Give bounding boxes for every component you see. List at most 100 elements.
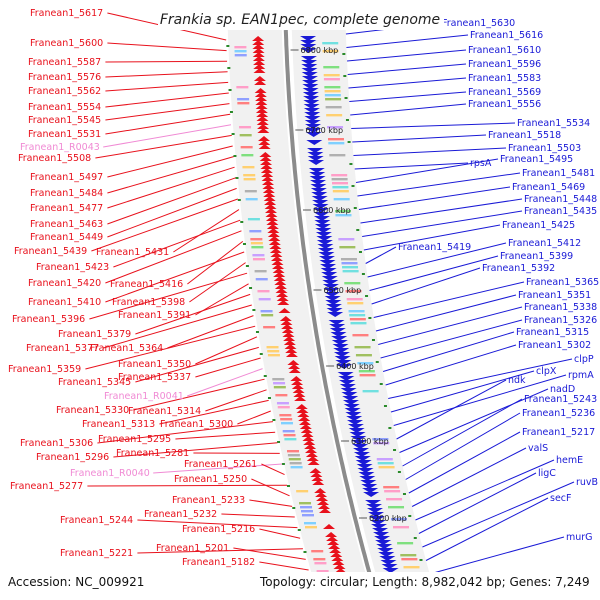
minor-tick [342, 53, 346, 55]
forward-category-bar [305, 526, 318, 529]
left-gene-label: Franean1_5244 [60, 515, 133, 526]
forward-gene-mark [288, 364, 301, 369]
reverse-category-bar [349, 318, 366, 321]
reverse-gene-mark [344, 408, 361, 413]
right-gene-label: Franean1_5243 [524, 394, 597, 405]
forward-category-bar [247, 218, 260, 221]
minor-tick [393, 449, 397, 451]
forward-category-bar [234, 54, 247, 57]
left-gene-label: Franean1_5484 [30, 188, 103, 199]
reverse-gene-mark [305, 128, 322, 133]
left-gene-label: Franean1_R0040 [70, 468, 150, 479]
forward-gene-mark [307, 460, 320, 465]
reverse-category-bar [323, 74, 340, 77]
right-label-connector [415, 459, 555, 521]
genome-backbone [283, 29, 379, 600]
right-gene-label: nadD [550, 384, 575, 395]
forward-category-bar [288, 458, 301, 461]
reverse-gene-mark [318, 256, 335, 261]
right-gene-label: rpmA [568, 370, 594, 381]
forward-gene-mark [332, 560, 345, 565]
left-gene-label: Franean1_5300 [160, 419, 233, 430]
reverse-gene-mark [325, 304, 342, 309]
reverse-category-bar [346, 298, 363, 301]
reverse-gene-mark [310, 184, 327, 189]
forward-gene-mark [309, 468, 322, 473]
reverse-gene-mark [365, 500, 382, 505]
left-gene-label: Franean1_5314 [128, 406, 201, 417]
reverse-gene-mark [366, 504, 383, 509]
forward-gene-mark [293, 392, 306, 397]
minor-tick [237, 199, 241, 201]
forward-gene-mark [256, 116, 269, 121]
forward-gene-mark [299, 424, 312, 429]
reverse-gene-mark [369, 520, 386, 525]
reverse-gene-mark [330, 332, 347, 337]
reverse-gene-mark [379, 556, 396, 561]
reverse-gene-mark [368, 516, 385, 521]
minor-tick [255, 331, 259, 333]
left-gene-label: Franean1_5431 [96, 247, 169, 258]
reverse-gene-mark [341, 392, 358, 397]
forward-gene-mark [257, 124, 270, 129]
left-gene-label: Franean1_5377 [26, 343, 99, 354]
reverse-category-bar [400, 554, 417, 557]
reverse-gene-mark [375, 540, 392, 545]
minor-tick [267, 397, 271, 399]
right-label-connector [411, 447, 527, 507]
forward-gene-mark [296, 408, 309, 413]
forward-category-bar [267, 350, 280, 353]
forward-category-bar [250, 238, 263, 241]
minor-tick [228, 89, 232, 91]
minor-tick [349, 163, 353, 165]
reverse-gene-mark [331, 340, 348, 345]
forward-gene-mark [270, 252, 283, 257]
forward-gene-mark [288, 368, 301, 373]
minor-tick [379, 383, 383, 385]
left-label-connector [113, 442, 278, 458]
forward-category-bar [252, 258, 265, 261]
reverse-gene-mark [312, 204, 329, 209]
kbp-label: 6800 kbp [301, 46, 339, 55]
right-label-connector [348, 77, 467, 89]
reverse-gene-mark [337, 372, 354, 377]
forward-gene-mark [318, 504, 331, 509]
forward-gene-mark [257, 128, 270, 133]
forward-gene-mark [275, 288, 288, 293]
forward-category-bar [254, 270, 267, 273]
forward-category-bar [243, 174, 256, 177]
right-label-connector [347, 49, 467, 62]
forward-category-bar [301, 514, 314, 517]
left-label-connector [85, 325, 256, 370]
right-label-connector [385, 344, 517, 386]
left-label-connector [91, 198, 238, 252]
left-gene-labels: Franean1_5617 Franean1_5600 Franean1_5587 F… [8, 8, 257, 597]
right-label-connector [357, 172, 521, 197]
left-label-connector [103, 124, 232, 148]
right-gene-label: Franean1_5596 [468, 59, 541, 70]
reverse-category-bar [324, 94, 341, 97]
right-label-connector [369, 255, 499, 291]
reverse-gene-mark [353, 448, 369, 453]
forward-gene-mark [301, 432, 314, 437]
reverse-category-bar [390, 518, 407, 521]
reverse-category-bar [342, 270, 359, 273]
left-gene-label: Franean1_5398 [112, 297, 185, 308]
reverse-gene-mark [301, 64, 318, 69]
reverse-category-bar [352, 334, 369, 337]
left-label-connector [103, 304, 252, 349]
forward-gene-mark [254, 88, 267, 93]
forward-gene-mark [311, 476, 324, 481]
reverse-gene-mark [333, 348, 350, 353]
reverse-category-bar [376, 458, 393, 461]
forward-category-bar [281, 422, 294, 425]
reverse-gene-mark [318, 252, 335, 257]
forward-gene-mark [258, 140, 271, 145]
reverse-category-bar [327, 126, 344, 129]
reverse-gene-mark [339, 380, 356, 385]
left-gene-label: Franean1_5545 [28, 115, 101, 126]
forward-gene-mark [260, 160, 273, 165]
minor-tick [397, 471, 401, 473]
forward-gene-mark [282, 332, 295, 337]
